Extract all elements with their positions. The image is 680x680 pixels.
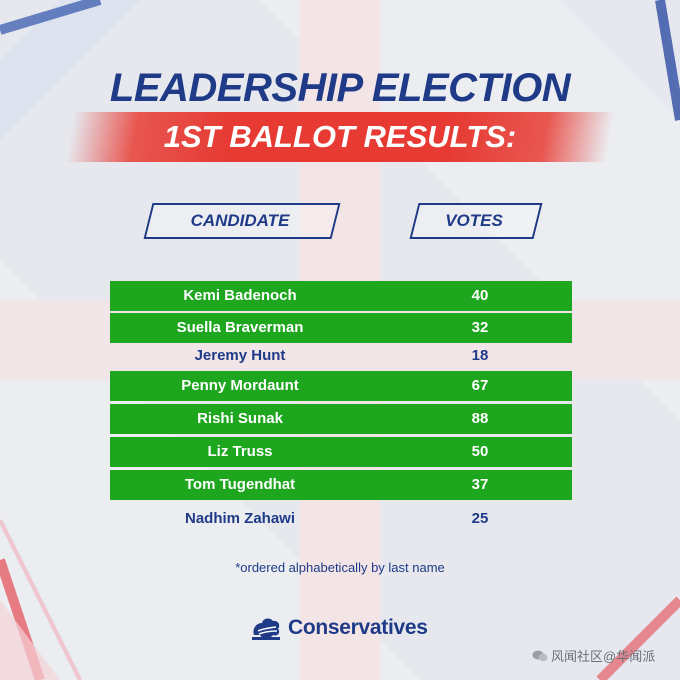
- candidate-name: Tom Tugendhat: [184, 476, 296, 493]
- table-row: Liz Truss 50: [110, 437, 572, 467]
- candidate-name: Suella Braverman: [176, 319, 304, 336]
- candidate-name: Nadhim Zahawi: [184, 510, 296, 527]
- footnote: *ordered alphabetically by last name: [235, 560, 445, 575]
- vote-count: 40: [471, 287, 489, 304]
- candidate-name: Jeremy Hunt: [194, 347, 286, 364]
- table-row: Penny Mordaunt 67: [110, 371, 572, 401]
- table-row: Tom Tugendhat 37: [110, 470, 572, 500]
- candidate-name: Kemi Badenoch: [183, 287, 297, 304]
- conservatives-logo: Conservatives: [250, 614, 428, 642]
- logo-wordmark: Conservatives: [288, 616, 428, 639]
- candidate-name: Penny Mordaunt: [181, 377, 299, 394]
- tree-icon: [252, 618, 280, 640]
- candidate-name: Rishi Sunak: [197, 410, 283, 427]
- candidate-name: Liz Truss: [207, 443, 273, 460]
- votes-column-header: VOTES: [445, 211, 503, 230]
- table-row: Suella Braverman 32: [110, 313, 572, 343]
- vote-count: 67: [471, 377, 489, 394]
- vote-count: 50: [471, 443, 489, 460]
- watermark: 风闻社区@华闻派: [532, 646, 655, 665]
- vote-count: 32: [471, 319, 489, 336]
- table-row: Nadhim Zahawi 25: [110, 504, 572, 534]
- table-row: Jeremy Hunt 18: [110, 341, 572, 371]
- wechat-icon: [532, 650, 548, 661]
- vote-count: 37: [471, 476, 489, 493]
- candidate-column-header: CANDIDATE: [190, 211, 290, 230]
- page-title: LEADERSHIP ELECTION: [109, 66, 571, 110]
- vote-count: 88: [471, 410, 489, 427]
- page-subtitle: 1ST BALLOT RESULTS:: [163, 119, 517, 154]
- table-row: Rishi Sunak 88: [110, 404, 572, 434]
- vote-count: 18: [471, 347, 489, 364]
- watermark-text: 风闻社区@华闻派: [551, 649, 656, 664]
- vote-count: 25: [471, 510, 489, 527]
- table-row: Kemi Badenoch 40: [110, 281, 572, 311]
